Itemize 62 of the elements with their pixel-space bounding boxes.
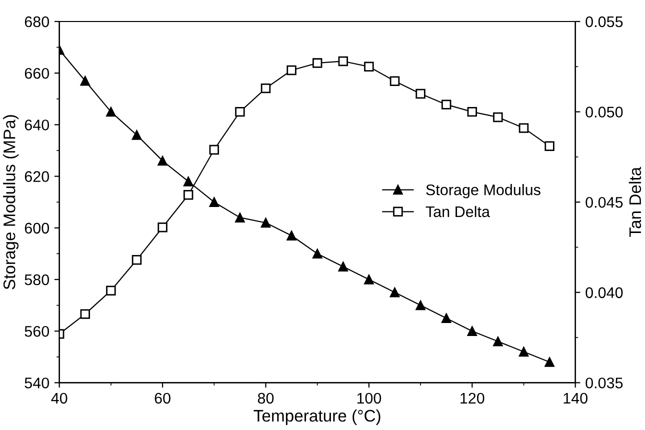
point — [493, 112, 503, 122]
point — [106, 106, 116, 117]
y-tick-label: 600 — [24, 222, 50, 234]
point — [209, 197, 219, 207]
point — [441, 100, 452, 110]
point — [209, 144, 219, 155]
y2-tick-label: 0.055 — [586, 16, 623, 28]
y-tick-label: 640 — [24, 120, 50, 130]
point — [132, 255, 142, 265]
point — [183, 190, 194, 200]
point — [158, 222, 168, 232]
point — [390, 288, 400, 298]
x-axis-title: Temperature (°C) — [254, 409, 380, 425]
y-tick-label: 680 — [24, 16, 50, 28]
point — [158, 156, 168, 166]
point — [183, 176, 194, 186]
point — [286, 65, 296, 76]
y-tick-label: 620 — [24, 171, 50, 182]
point — [338, 262, 348, 272]
y-tick-label: 580 — [24, 274, 50, 286]
y2-tick-label: 0.045 — [586, 196, 623, 208]
point — [544, 357, 554, 367]
point — [364, 62, 374, 72]
x-tick-label: 120 — [460, 392, 484, 404]
point — [518, 346, 529, 357]
point — [518, 123, 529, 133]
y2-tick-label: 0.035 — [586, 378, 623, 388]
x-tick-label: 140 — [564, 392, 588, 404]
point — [416, 88, 426, 99]
point — [80, 76, 90, 86]
point — [364, 274, 374, 284]
point — [441, 313, 452, 324]
y-tick-label: 540 — [24, 378, 50, 388]
x-tick-label: 60 — [154, 392, 170, 404]
y2-tick-label: 0.050 — [586, 106, 623, 118]
legend-label: Tan Delta — [426, 206, 490, 218]
y2-tick-label: 0.040 — [586, 287, 623, 298]
point — [80, 309, 90, 319]
point — [235, 212, 245, 222]
point — [260, 218, 271, 228]
y-tick-label: 660 — [24, 68, 50, 79]
x-tick-label: 40 — [51, 392, 68, 404]
point — [260, 83, 271, 94]
point — [544, 141, 554, 151]
point — [416, 300, 426, 310]
point — [106, 286, 116, 296]
y2-axis-title: Tan Delta — [628, 166, 642, 237]
y-tick-label: 560 — [24, 326, 50, 337]
point — [312, 58, 322, 68]
x-tick-label: 100 — [357, 392, 382, 404]
point — [467, 106, 477, 117]
point — [467, 326, 477, 336]
point — [286, 230, 296, 240]
point — [390, 76, 400, 86]
point — [493, 336, 503, 346]
point — [235, 106, 245, 117]
x-tick-label: 80 — [258, 392, 274, 404]
point — [132, 130, 142, 140]
legend-label: Storage Modulus — [426, 184, 540, 198]
point — [312, 248, 322, 259]
point — [338, 56, 348, 66]
y-axis-title: Storage Modulus (MPa) — [3, 115, 19, 290]
